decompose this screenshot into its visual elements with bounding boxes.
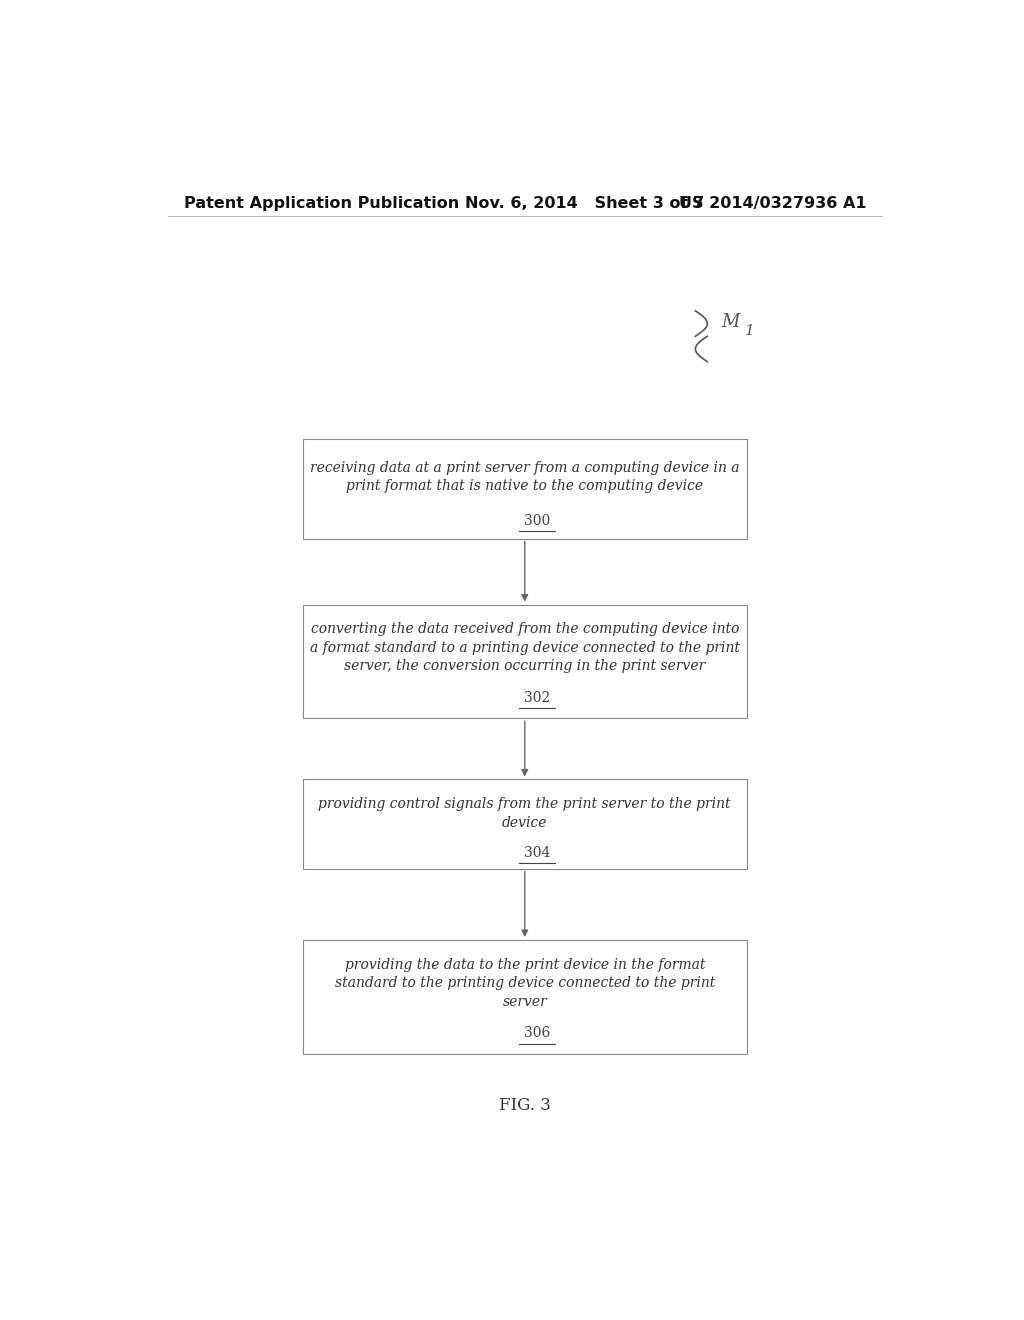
Text: 1: 1	[745, 325, 755, 338]
Bar	[303, 440, 748, 539]
Text: Nov. 6, 2014   Sheet 3 of 7: Nov. 6, 2014 Sheet 3 of 7	[465, 195, 705, 211]
Bar	[303, 940, 748, 1053]
Text: providing the data to the print device in the format
standard to the printing de: providing the data to the print device i…	[335, 958, 715, 1008]
Text: M: M	[721, 313, 739, 331]
Bar	[303, 779, 748, 869]
Bar	[303, 605, 748, 718]
Text: FIG. 3: FIG. 3	[499, 1097, 551, 1114]
FancyArrowPatch shape	[522, 871, 527, 936]
Text: 304: 304	[523, 846, 550, 859]
Text: providing control signals from the print server to the print
device: providing control signals from the print…	[318, 797, 731, 829]
Text: 300: 300	[523, 513, 550, 528]
Text: 306: 306	[523, 1027, 550, 1040]
Text: converting the data received from the computing device into
a format standard to: converting the data received from the co…	[310, 623, 739, 673]
Text: receiving data at a print server from a computing device in a
print format that : receiving data at a print server from a …	[310, 461, 739, 492]
Text: Patent Application Publication: Patent Application Publication	[183, 195, 459, 211]
FancyArrowPatch shape	[522, 721, 527, 775]
FancyArrowPatch shape	[522, 541, 527, 601]
Text: 302: 302	[523, 690, 550, 705]
Text: US 2014/0327936 A1: US 2014/0327936 A1	[679, 195, 866, 211]
